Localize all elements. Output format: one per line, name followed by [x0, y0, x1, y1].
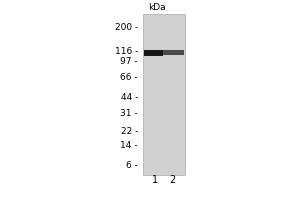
Bar — [144, 50, 163, 56]
Bar — [144, 51, 163, 52]
Bar — [144, 50, 163, 51]
Bar — [143, 14, 185, 175]
Bar — [144, 53, 163, 54]
Bar — [163, 50, 184, 55]
Bar — [144, 52, 163, 53]
Text: 6 -: 6 - — [126, 160, 138, 169]
Text: 31 -: 31 - — [120, 109, 138, 118]
Text: kDa: kDa — [148, 3, 166, 12]
Text: 66 -: 66 - — [120, 73, 138, 82]
Text: 97 -: 97 - — [120, 58, 138, 66]
Text: 116 -: 116 - — [115, 47, 138, 56]
Text: 44 -: 44 - — [121, 92, 138, 102]
Text: 22 -: 22 - — [121, 127, 138, 136]
Text: 14 -: 14 - — [121, 140, 138, 149]
Bar — [144, 55, 163, 56]
Text: 1: 1 — [152, 175, 158, 185]
Text: 2: 2 — [169, 175, 175, 185]
Bar — [144, 54, 163, 55]
Text: 200 -: 200 - — [115, 22, 138, 31]
